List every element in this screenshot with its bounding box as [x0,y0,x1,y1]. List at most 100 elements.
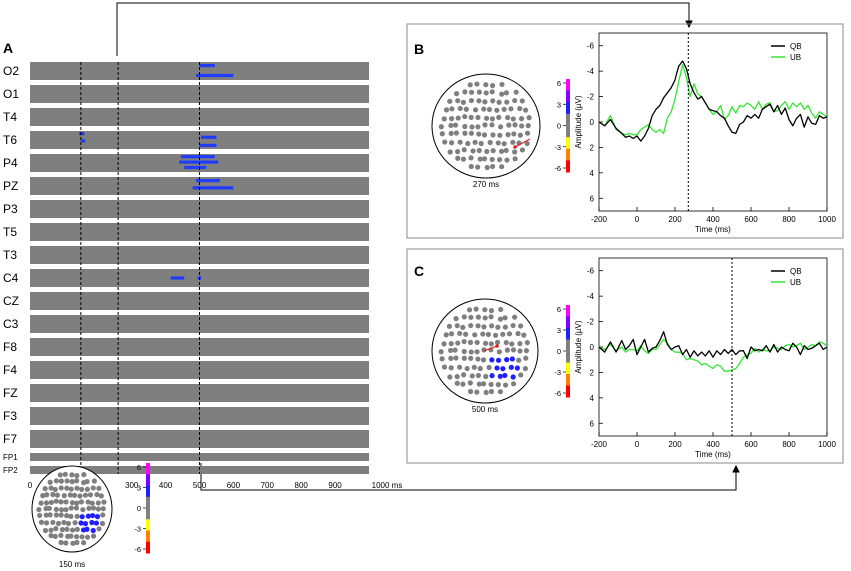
electrode [84,478,90,485]
electrode [460,324,466,331]
electrode [89,500,95,506]
y-axis-title: Amplitude (µV) [574,320,583,373]
channel-label: T4 [3,110,17,124]
electrode [482,99,488,105]
colorbar-segment [146,485,150,498]
electrode [53,512,60,518]
electrode [483,373,489,380]
electrode [462,113,468,120]
electrode [480,331,486,337]
electrode [449,106,455,112]
colorbar-tick-label: 3 [557,326,561,335]
electrode [46,505,53,511]
electrode [472,139,478,145]
electrode [489,156,495,163]
electrode [522,107,529,113]
electrode [82,521,89,527]
electrode [101,499,107,505]
electrode [96,485,102,491]
electrode [523,355,529,361]
electrode [484,148,490,155]
electrode-arrow [483,345,498,352]
electrode [95,506,101,512]
electrode [52,533,58,539]
x-tick-label: 0 [635,215,640,224]
significant-interval [196,73,234,78]
electrode [502,372,508,379]
electrode [489,163,496,170]
electrode [38,500,44,506]
electrode [57,472,63,478]
electrode [489,83,496,89]
arrow-to-panel-b [116,2,690,56]
channel-label: FZ [3,386,18,400]
electrode [505,132,511,138]
electrode [80,507,86,513]
y-tick-label: 2 [590,143,595,152]
topomap-a: 6 3 0 -3 -6 [31,463,150,554]
significant-interval [196,179,220,183]
electrode [74,513,80,519]
electrode [438,349,444,355]
electrode [517,348,523,354]
channel-label: P4 [3,156,18,170]
electrode [499,81,505,88]
colorbar-segment [566,362,570,375]
electrode [517,132,523,138]
x-tick-label: 1000 [818,440,836,449]
electrode [483,115,490,121]
plot-axes-box [598,32,828,212]
electrode [519,123,525,129]
electrode [73,505,80,511]
significant-interval [199,143,217,147]
electrode [481,347,487,353]
electrode [457,330,463,337]
electrode [448,355,454,361]
electrode [466,307,473,313]
electrode [64,526,70,532]
electrode [452,347,458,353]
electrode [474,389,480,395]
electrode [448,130,454,136]
electrode [43,500,50,506]
electrode [468,155,474,161]
electrode [468,314,474,320]
electrode [462,130,468,136]
electrode [79,514,85,520]
electrode [53,506,59,513]
electrode [498,124,504,130]
colorbar-tick-label: -3 [554,368,561,377]
electrode [524,130,531,136]
electrode [472,107,479,113]
electrode [43,520,50,526]
electrode [48,499,55,506]
electrode [94,514,101,520]
electrode [524,140,530,147]
electrode [455,340,461,346]
y-tick-label: -2 [587,318,595,327]
electrode [74,473,80,479]
electrode [453,130,460,136]
electrode [59,527,66,533]
electrode [488,388,495,395]
electrode [87,492,94,498]
colorbar-segment [566,79,570,92]
legend-label-qb: QB [790,42,802,51]
electrode [69,472,75,478]
electrode [44,492,50,498]
electrode [448,365,454,371]
electrode [500,331,506,337]
electrode [454,374,460,380]
electrode [477,156,483,162]
electrode [521,332,527,338]
electrode [447,374,453,380]
electrode [486,364,492,371]
colorbar-segment [566,102,570,115]
channel-bar-o2 [30,62,369,80]
electrode [447,149,453,155]
colorbar-segment [566,374,570,386]
electrode [498,148,505,154]
colorbar-tick-label: 6 [137,463,141,472]
channel-bar-f3 [30,407,369,425]
electrode [511,131,517,137]
